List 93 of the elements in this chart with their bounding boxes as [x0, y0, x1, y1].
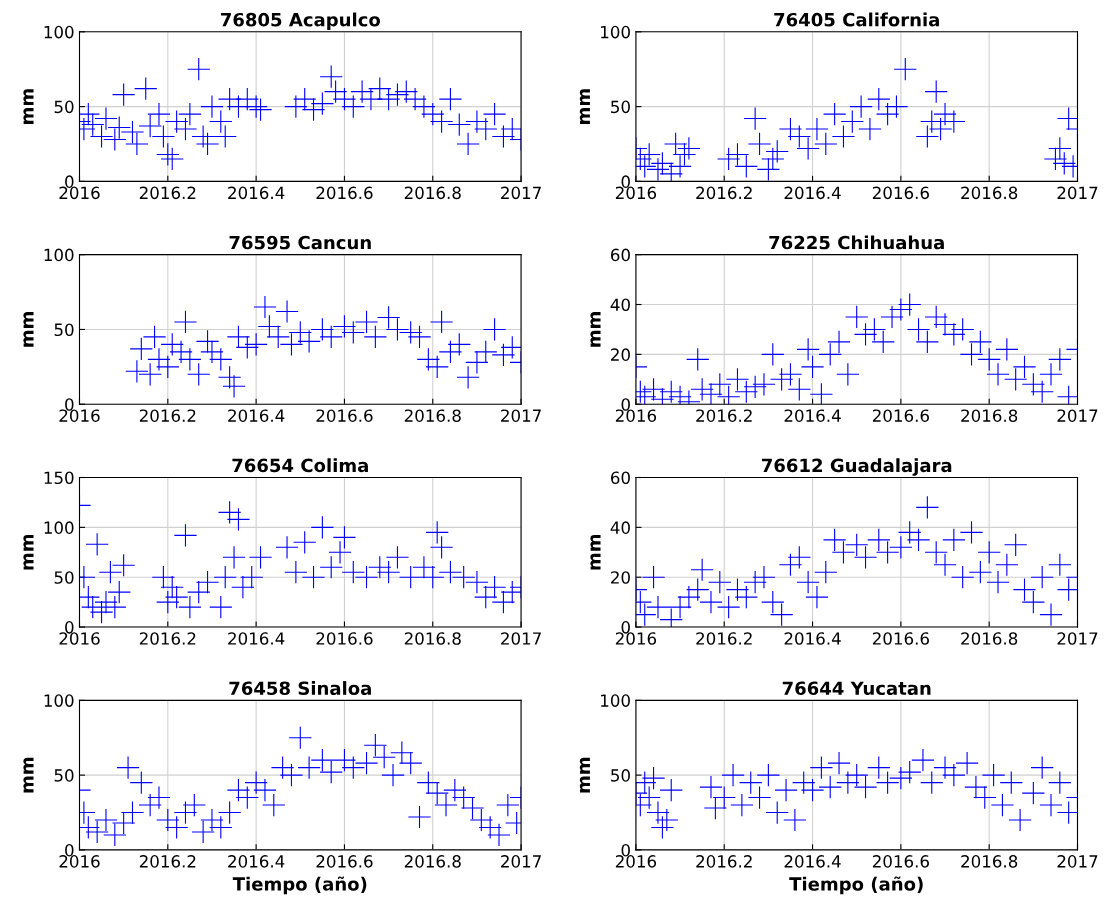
x-tick-label: 2016.8	[961, 409, 1018, 422]
x-tick-label: 2016	[615, 632, 657, 645]
chart-title: 76805 Acapulco	[220, 12, 381, 31]
x-tick-label: 2016.8	[961, 186, 1018, 200]
x-tick-label: 2017	[1057, 186, 1098, 200]
x-tick-label: 2016.8	[961, 855, 1018, 868]
x-tick-label: 2016.6	[316, 186, 373, 200]
x-tick-label: 2016	[59, 632, 100, 645]
y-tick-label: 100	[44, 248, 74, 262]
chart-title: 76595 Cancun	[229, 235, 371, 250]
y-axis-title: mm	[590, 312, 601, 347]
y-tick-label: 0	[621, 621, 630, 634]
chart-title: 76612 Guadalajara	[761, 458, 952, 476]
y-tick-label: 100	[44, 521, 74, 534]
y-tick-label: 50	[54, 100, 74, 114]
x-tick-label: 2017	[501, 632, 541, 645]
x-tick-label: 2016.8	[404, 409, 461, 422]
x-tick-label: 2017	[501, 855, 541, 868]
y-tick-label: 0	[65, 398, 74, 411]
x-axis-title: Tiempo (año)	[232, 876, 367, 895]
y-tick-label: 20	[611, 571, 630, 584]
x-tick-label: 2016.4	[228, 186, 285, 200]
chart-title: 76654 Colima	[232, 458, 368, 473]
y-tick-label: 0	[621, 175, 630, 188]
y-tick-label: 100	[601, 694, 630, 707]
chart-title: 76458 Sinaloa	[229, 681, 371, 696]
x-tick-label: 2016.4	[784, 855, 841, 868]
x-tick-label: 2017	[1057, 409, 1098, 422]
chart-title: 76644 Yucatan	[782, 681, 931, 696]
x-tick-label: 2016.2	[139, 186, 196, 200]
y-tick-label: 40	[610, 298, 630, 312]
y-tick-label: 50	[54, 323, 74, 337]
chart-title: 76405 California	[774, 12, 939, 27]
y-axis-title: mm	[23, 757, 34, 793]
x-tick-label: 2016	[615, 409, 657, 422]
y-axis-title: mm	[579, 89, 590, 124]
x-tick-label: 2016	[59, 186, 100, 200]
y-tick-label: 50	[611, 769, 630, 782]
y-tick-label: 0	[621, 843, 630, 857]
x-tick-label: 2016.8	[404, 855, 461, 868]
y-tick-label: 60	[611, 248, 630, 262]
x-tick-label: 2016.4	[784, 186, 841, 200]
x-tick-label: 2016.2	[696, 632, 752, 645]
x-axis-title: Tiempo (año)	[789, 876, 923, 895]
x-tick-label: 2016.6	[872, 186, 929, 200]
x-tick-label: 2016.6	[316, 632, 373, 645]
y-tick-label: 100	[601, 25, 630, 39]
x-tick-label: 2016	[615, 855, 657, 868]
x-tick-label: 2016.2	[696, 409, 752, 422]
x-tick-label: 2016	[59, 409, 100, 422]
y-tick-label: 50	[54, 571, 74, 584]
x-tick-label: 2016	[59, 855, 100, 868]
y-tick-label: 100	[44, 694, 74, 707]
x-tick-label: 2016.8	[404, 186, 461, 200]
x-tick-label: 2016.2	[139, 632, 196, 645]
y-tick-label: 40	[610, 521, 630, 534]
x-tick-label: 2017	[1057, 632, 1098, 645]
x-tick-label: 2016.6	[316, 409, 373, 422]
x-tick-label: 2017	[1057, 855, 1098, 868]
x-tick-label: 2016.6	[316, 855, 373, 868]
y-tick-label: 0	[65, 843, 74, 857]
x-tick-label: 2016.2	[139, 409, 196, 422]
y-axis-title: mm	[23, 312, 34, 347]
x-tick-label: 2016.4	[784, 409, 841, 422]
x-tick-label: 2016.2	[139, 855, 196, 868]
x-tick-label: 2016.8	[961, 632, 1018, 645]
y-tick-label: 150	[44, 471, 74, 485]
y-tick-label: 0	[65, 621, 74, 634]
y-axis-title: mm	[23, 89, 34, 124]
y-tick-label: 50	[54, 769, 74, 782]
x-tick-label: 2016.6	[872, 409, 929, 422]
x-tick-label: 2016	[615, 186, 657, 200]
y-tick-label: 0	[621, 398, 630, 411]
y-tick-label: 50	[611, 100, 630, 114]
y-tick-label: 60	[611, 471, 630, 485]
y-tick-label: 0	[65, 175, 74, 188]
y-tick-label: 100	[44, 25, 74, 39]
chart-title: 76225 Chihuahua	[769, 235, 944, 250]
x-tick-label: 2016.4	[784, 632, 841, 645]
x-tick-label: 2016.4	[228, 409, 285, 422]
x-tick-label: 2016.6	[872, 855, 929, 868]
y-axis-title: mm	[590, 534, 601, 570]
x-tick-label: 2016.2	[696, 855, 752, 868]
x-tick-label: 2016.2	[696, 186, 752, 200]
y-axis-title: mm	[23, 534, 34, 570]
x-tick-label: 2017	[501, 409, 541, 422]
x-tick-label: 2016.4	[228, 632, 285, 645]
y-axis-title: mm	[579, 757, 590, 793]
x-tick-label: 2017	[501, 186, 541, 200]
x-tick-label: 2016.4	[228, 855, 285, 868]
x-tick-label: 2016.8	[404, 632, 461, 645]
y-tick-label: 20	[611, 348, 630, 361]
x-tick-label: 2016.6	[872, 632, 929, 645]
